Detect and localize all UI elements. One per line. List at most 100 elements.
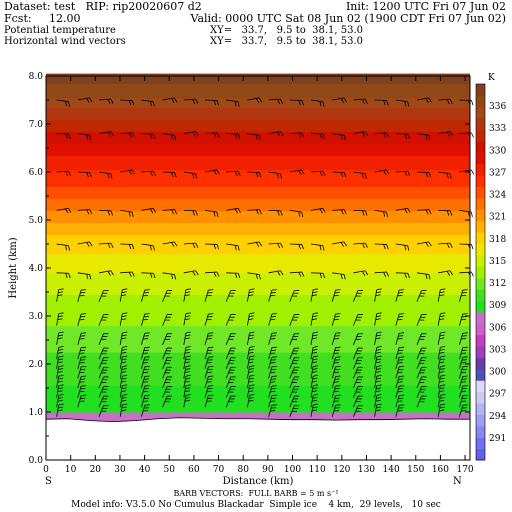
wind-barb [310,243,323,247]
wind-barb-flag [383,211,386,217]
wind-barb-flag [184,337,190,340]
wind-barb-flag [185,331,191,334]
wind-barb-flag [446,243,450,249]
wind-barb [353,357,359,369]
theta-band [46,76,470,79]
wind-barb-flag [185,355,191,358]
barb-vector-note: BARB VECTORS: FULL BARB = 5 m s⁻¹ [173,489,339,498]
wind-barb-flag [470,169,475,175]
wind-barb [395,289,400,302]
wind-barb-flag [440,403,446,406]
wind-barb-flag [184,351,190,354]
colorbar-label: 336 [489,102,506,112]
wind-barb-flag [258,274,261,280]
colorbar-segment [476,380,485,393]
theta-band [46,340,470,343]
theta-band [46,299,470,303]
theta-band [46,256,470,259]
theta-band [46,239,470,243]
wind-barb-flag [192,271,196,276]
theta-band [46,176,470,180]
wind-barb-flag [439,358,445,361]
wind-barb-flag [195,173,198,179]
wind-barb-flag [184,361,190,364]
y-tick-label: 7.0 [29,120,44,130]
wind-barb-flag [58,331,64,334]
wind-barb-flag [471,100,474,106]
wind-barb-flag [213,272,217,277]
wind-barb-flag [171,98,175,103]
theta-band [46,287,470,291]
wind-barb [310,313,314,326]
wind-barb-flag [361,271,366,276]
wind-barb-flag [121,361,127,364]
wind-barb-flag [375,409,381,412]
wind-barb [141,243,154,247]
colorbar-segment [476,84,485,96]
wind-barb [268,98,281,101]
wind-barb [225,376,232,389]
wind-barb-flag [107,99,111,105]
wind-barb-flag [213,244,217,250]
colorbar-label: 303 [489,345,506,355]
wind-barb-flag [340,172,344,178]
theta-band [46,160,470,163]
wind-barb-flag [440,355,446,358]
wind-barb [310,385,314,398]
wind-barb-flag [376,394,382,396]
wind-barb [310,99,323,103]
wind-barb-flag [192,243,196,249]
wind-barb-flag [131,244,135,250]
wind-barb-flag [322,170,326,176]
wind-barb-flag [171,172,174,178]
wind-barb-flag [311,337,318,340]
wind-barb-flag [213,170,217,175]
theta-band [46,368,470,372]
wind-barb-flag [311,351,318,354]
wind-barb [395,243,408,247]
wind-barb-flag [255,98,260,103]
theta-band [46,104,470,108]
wind-barb-flag [185,358,191,361]
theta-band [46,148,470,151]
wind-barb-flag [280,242,284,248]
wind-barb-flag [362,243,365,249]
theta-band [46,88,470,91]
wind-barb-flag [440,374,446,377]
wind-barb-flag [440,394,446,396]
colorbar-segment [476,414,485,427]
colorbar-segment [476,175,485,188]
terrain-surface [45,417,471,461]
wind-barb-flag [216,244,220,250]
theta-band [46,268,470,271]
wind-barb-flag [185,334,191,337]
wind-barb-flag [471,132,474,138]
theta-band [46,316,470,319]
wind-barb-flag [428,172,432,178]
colorbar-label: 324 [489,191,506,201]
wind-barb [77,133,90,136]
wind-barb-flag [301,169,305,175]
wind-barb-flag [248,361,254,364]
wind-barb-flag [440,312,446,315]
wind-barb-flag [386,244,389,250]
wind-barb-flag [280,270,284,276]
wind-barb-flag [376,377,382,380]
wind-barb-flag [216,100,220,106]
x-tick-label: 40 [139,465,151,475]
wind-barb [353,333,359,345]
theta-band [46,400,470,403]
wind-barb [141,207,154,211]
wind-barb [247,241,260,245]
theta-band [46,407,470,411]
wind-barb-flag [446,173,449,179]
theta-band [46,112,470,115]
wind-barb-flag [376,387,382,390]
wind-barb-flag [319,133,323,139]
wind-barb-flag [57,390,63,393]
wind-barb [119,376,123,389]
wind-barb-flag [195,242,199,248]
wind-barb [416,347,422,360]
theta-band [46,277,470,281]
wind-barb-flag [121,387,127,390]
